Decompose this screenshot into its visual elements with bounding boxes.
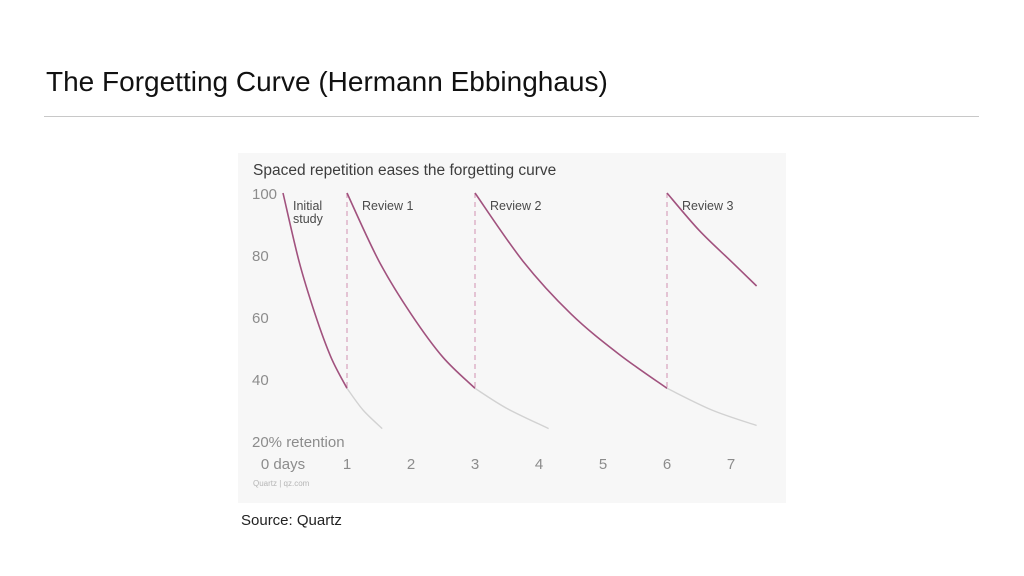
y-tick-label: 40 <box>252 372 269 389</box>
y-tick-label: 80 <box>252 248 269 265</box>
retention-curve <box>666 192 758 287</box>
review-label: Review 2 <box>490 199 541 213</box>
forgetting-curve-chart: Spaced repetition eases the forgetting c… <box>252 162 758 488</box>
chart-credit: Quartz | qz.com <box>253 479 310 488</box>
x-tick-label: 5 <box>599 456 607 473</box>
y-axis-ticks: 100 80 60 40 20% retention <box>252 186 345 451</box>
faded-retention-curve <box>666 387 757 427</box>
faded-retention-curve <box>474 387 549 430</box>
review-markers: Review 1 Review 2 Review 3 <box>346 193 733 389</box>
x-tick-label: 0 days <box>261 456 305 473</box>
x-tick-label: 4 <box>535 456 543 473</box>
x-tick-label: 7 <box>727 456 735 473</box>
chart-title: Spaced repetition eases the forgetting c… <box>253 162 556 179</box>
title-divider <box>44 116 979 117</box>
initial-study-label: Initial <box>293 199 322 213</box>
x-tick-label: 3 <box>471 456 479 473</box>
retention-curve <box>474 192 668 389</box>
x-tick-label: 1 <box>343 456 351 473</box>
y-tick-label: 20% retention <box>252 434 345 451</box>
chart-panel: Spaced repetition eases the forgetting c… <box>238 153 786 503</box>
faded-retention-curve <box>346 387 383 430</box>
retention-curve <box>346 192 476 389</box>
slide-title: The Forgetting Curve (Hermann Ebbinghaus… <box>46 66 608 97</box>
y-tick-label: 100 <box>252 186 277 203</box>
x-tick-label: 6 <box>663 456 671 473</box>
x-tick-label: 2 <box>407 456 415 473</box>
review-label: Review 1 <box>362 199 413 213</box>
y-tick-label: 60 <box>252 310 269 327</box>
retention-curve <box>282 192 348 389</box>
faded-curves <box>346 387 757 430</box>
initial-study-label: study <box>293 212 324 226</box>
source-note: Source: Quartz <box>241 512 342 529</box>
x-axis-ticks: 0 days 1 2 3 4 5 6 7 <box>261 456 735 473</box>
retention-curves <box>282 192 758 389</box>
review-label: Review 3 <box>682 199 733 213</box>
